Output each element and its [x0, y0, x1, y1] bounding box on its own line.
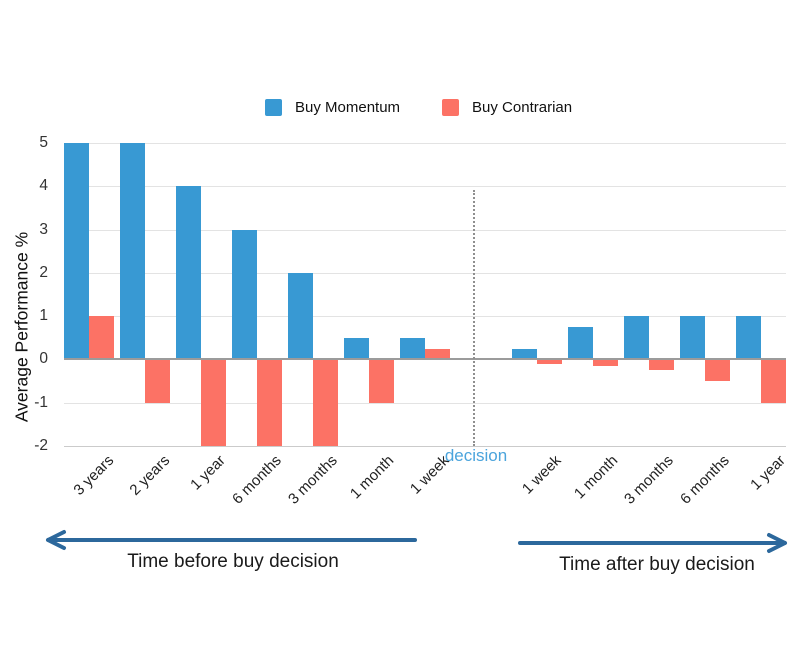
contrarian-bar	[537, 359, 562, 364]
contrarian-bar	[145, 359, 170, 403]
decision-label: decision	[444, 446, 508, 465]
momentum-bar	[680, 316, 705, 360]
x-category-label: 6 months	[229, 452, 286, 508]
x-category-label: 3 months	[621, 452, 678, 508]
contrarian-bar	[593, 359, 618, 366]
momentum-bar	[288, 272, 313, 360]
legend-item-momentum: Buy Momentum	[265, 99, 400, 116]
legend-label-contrarian: Buy Contrarian	[472, 99, 573, 116]
y-tick-label: 5	[39, 134, 48, 151]
contrarian-bar	[257, 359, 282, 446]
momentum-bar	[512, 348, 537, 360]
decision-divider-line	[473, 190, 475, 446]
contrarian-bar	[425, 348, 450, 360]
contrarian-bar	[761, 359, 786, 403]
contrarian-bar	[89, 316, 114, 360]
contrarian-bar	[649, 359, 674, 371]
legend-item-contrarian: Buy Contrarian	[442, 99, 572, 116]
y-tick-label: 0	[39, 350, 48, 368]
y-tick-label: 3	[39, 220, 48, 238]
momentum-swatch-icon	[265, 99, 282, 116]
momentum-bar	[120, 143, 145, 360]
momentum-bar	[736, 316, 761, 360]
gridline	[64, 316, 786, 318]
legend-label-momentum: Buy Momentum	[295, 99, 401, 116]
momentum-bar	[176, 186, 201, 360]
x-category-label: 1 year	[747, 452, 790, 494]
gridline	[64, 272, 786, 274]
time-after-arrow-icon	[518, 533, 787, 553]
momentum-bar	[232, 229, 257, 360]
time-before-arrow-icon	[46, 530, 417, 550]
y-tick-label: 1	[39, 307, 48, 325]
x-category-label: 3 years	[70, 452, 118, 499]
contrarian-bar	[705, 359, 730, 382]
x-category-label: 1 year	[187, 452, 230, 494]
zero-axis-line	[64, 358, 786, 361]
contrarian-bar	[201, 359, 226, 446]
x-category-label: 2 years	[126, 452, 174, 499]
gridline	[64, 229, 786, 231]
contrarian-swatch-icon	[442, 99, 460, 116]
gridline	[64, 446, 786, 447]
y-tick-label: -1	[34, 393, 48, 411]
momentum-bar	[568, 326, 593, 360]
y-tick-label: -2	[34, 437, 48, 454]
momentum-bar	[344, 337, 369, 360]
time-after-caption: Time after buy decision	[559, 554, 755, 575]
x-category-label: 1 month	[570, 452, 622, 503]
gridline	[64, 143, 786, 144]
x-category-label: 3 months	[285, 452, 342, 508]
legend: Buy Momentum Buy Contrarian	[265, 99, 572, 116]
time-before-caption: Time before buy decision	[127, 551, 339, 572]
momentum-bar	[64, 143, 89, 360]
x-category-label: 1 week	[519, 452, 566, 498]
x-category-label: 1 month	[346, 452, 398, 503]
momentum-bar	[400, 337, 425, 360]
x-category-label: 6 months	[677, 452, 734, 508]
contrarian-bar	[369, 359, 394, 403]
contrarian-bar	[313, 359, 338, 446]
y-tick-label: 2	[39, 263, 48, 281]
plot-area: 5 4 3 2 1 0 -1 -2 3 years 2 years 1 year 6 months 3 …	[34, 134, 789, 508]
gridline	[64, 402, 786, 404]
y-tick-label: 4	[39, 177, 48, 195]
momentum-bar	[624, 316, 649, 360]
gridline	[64, 186, 786, 188]
